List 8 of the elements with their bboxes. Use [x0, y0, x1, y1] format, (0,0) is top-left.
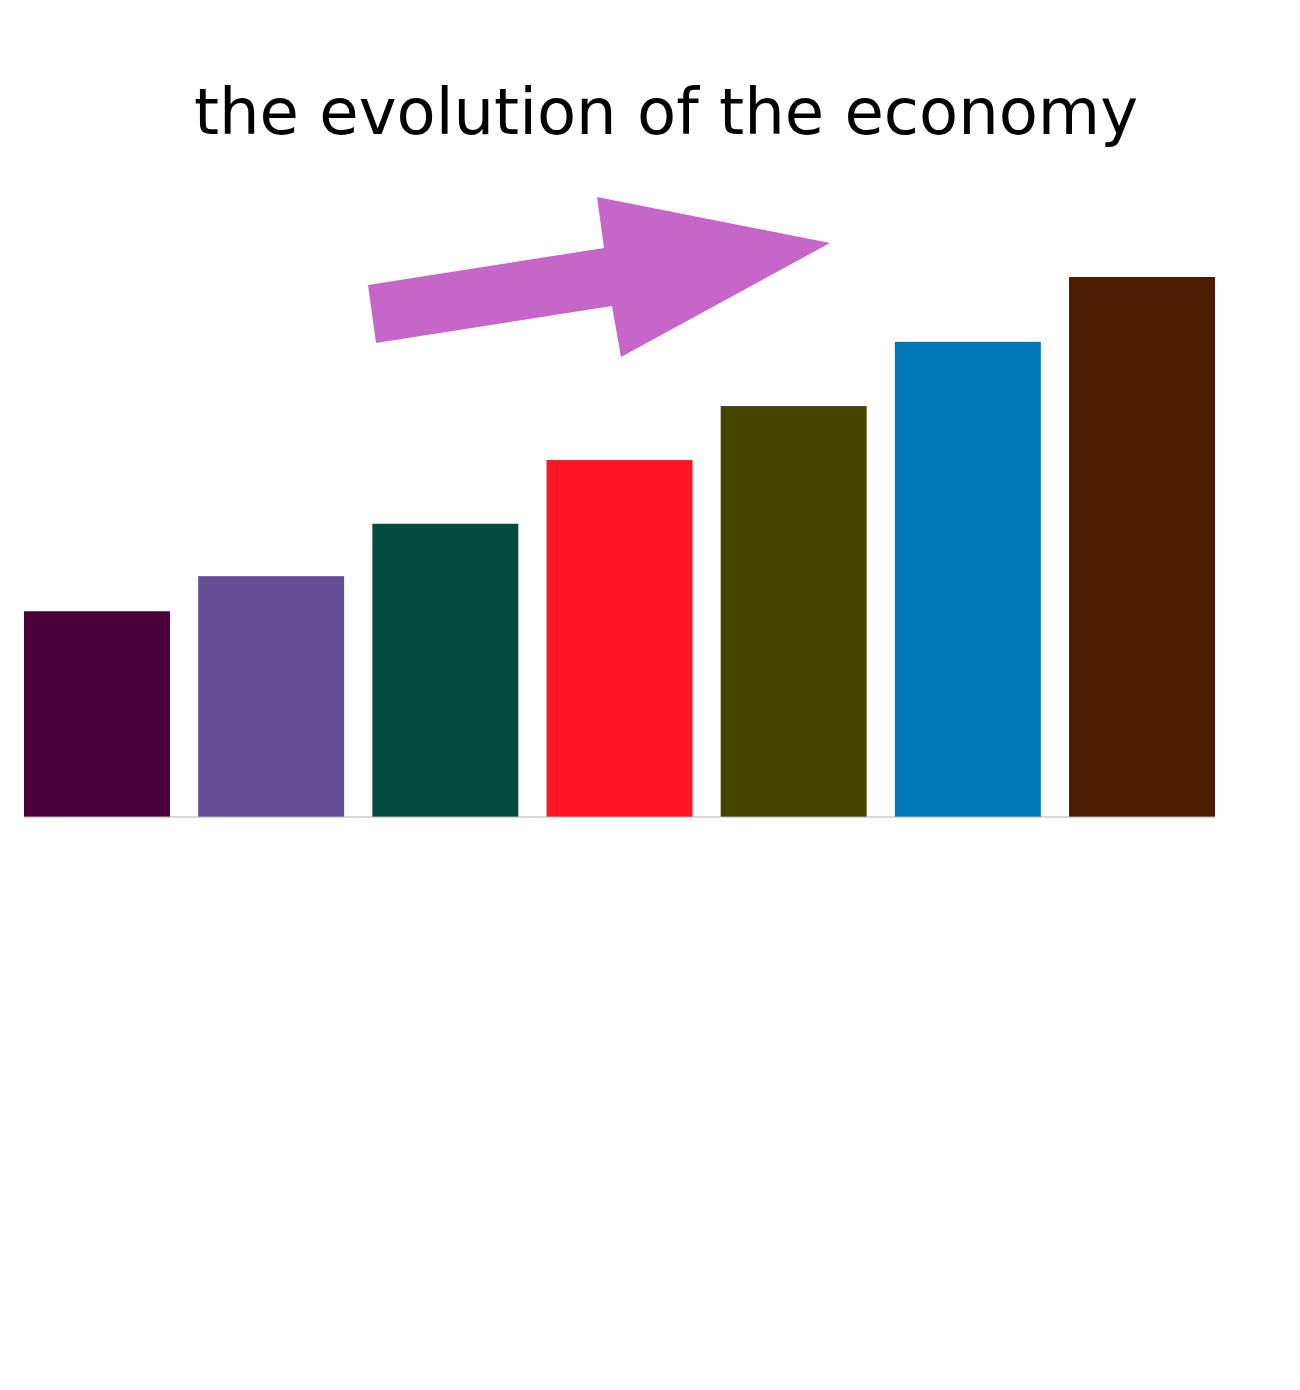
bar	[546, 460, 693, 817]
bar	[894, 341, 1041, 817]
bar	[720, 406, 867, 817]
bar	[198, 576, 345, 817]
bar	[372, 523, 519, 817]
chart-title: the evolution of the economy	[193, 75, 1139, 149]
bar	[1069, 277, 1215, 817]
bar	[24, 611, 170, 817]
